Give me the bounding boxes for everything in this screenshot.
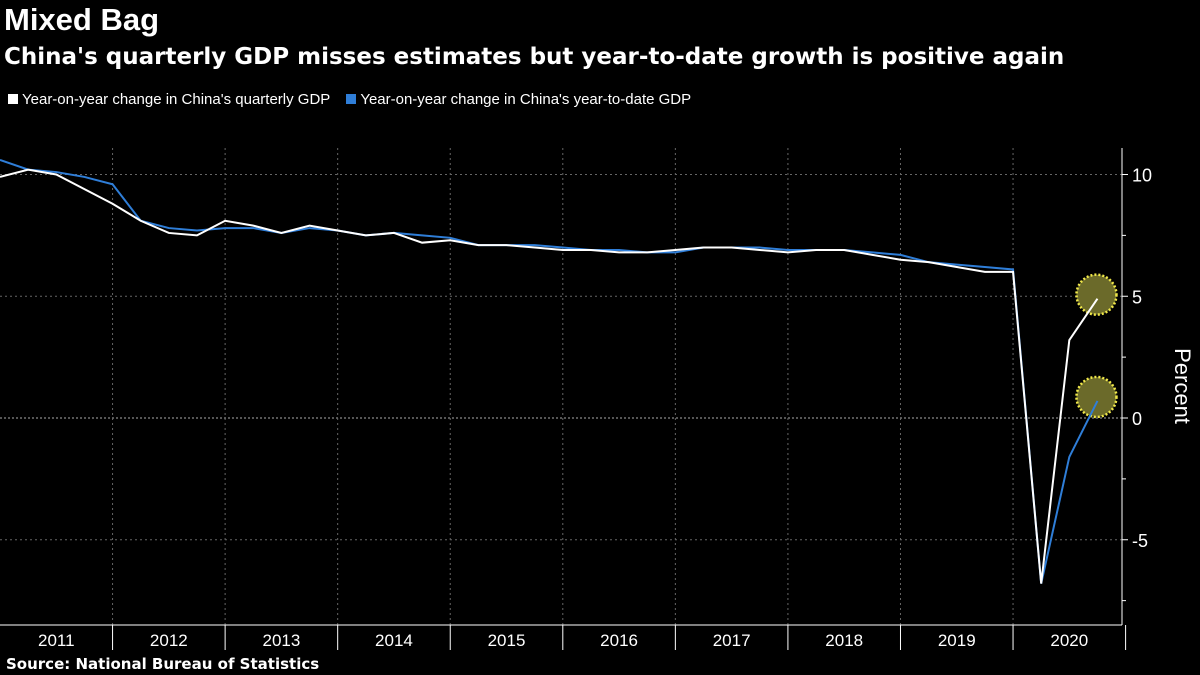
legend-label-ytd: Year-on-year change in China's year-to-d… [360, 91, 692, 108]
x-tick-label: 2016 [600, 631, 638, 650]
y-tick-label: -5 [1132, 531, 1148, 551]
legend-swatch-ytd [346, 94, 357, 104]
chart-title: Mixed Bag [4, 2, 160, 37]
y-axis-label: Percent [1170, 348, 1195, 424]
legend-item-quarterly: Year-on-year change in China's quarterly… [8, 91, 330, 108]
x-tick-label: 2020 [1050, 631, 1088, 650]
legend-item-ytd: Year-on-year change in China's year-to-d… [346, 91, 691, 108]
source-note: Source: National Bureau of Statistics [6, 655, 320, 673]
y-tick-label: 5 [1132, 287, 1142, 307]
y-tick-label: 10 [1132, 166, 1152, 186]
legend-swatch-quarterly [8, 94, 18, 104]
legend: Year-on-year change in China's quarterly… [8, 91, 691, 108]
legend-label-quarterly: Year-on-year change in China's quarterly… [22, 91, 331, 108]
x-tick-label: 2015 [488, 631, 526, 650]
series-line-quarterly [0, 168, 1099, 584]
x-tick-label: 2019 [938, 631, 976, 650]
series-line-ytd [0, 158, 1099, 584]
x-tick-label: 2012 [150, 631, 188, 650]
x-tick-label: 2018 [825, 631, 863, 650]
x-tick-label: 2011 [38, 631, 75, 650]
highlight-circle [1075, 375, 1118, 419]
chart-subtitle: China's quarterly GDP misses estimates b… [4, 44, 1065, 70]
highlight-circle [1075, 273, 1118, 316]
y-tick-label: 0 [1132, 409, 1142, 429]
x-tick-label: 2017 [713, 631, 751, 650]
x-tick-label: 2013 [262, 631, 300, 650]
x-tick-label: 2014 [375, 631, 413, 650]
